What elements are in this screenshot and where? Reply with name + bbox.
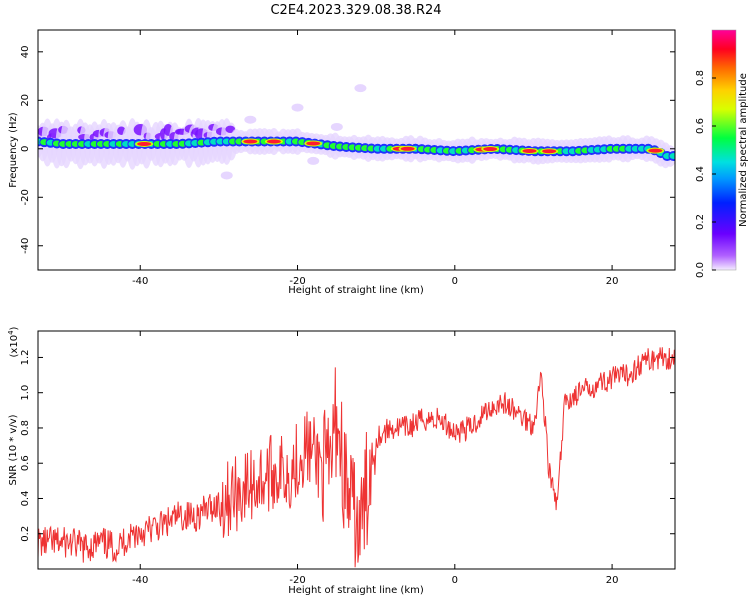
spectrogram-y-tick-label: 40 (20, 45, 31, 58)
snr-y-ticks: 0.2 0.4 0.6 0.8 1.0 1.2 (20, 349, 675, 542)
colorbar: 0.0 0.2 0.4 0.6 0.8 Normalized spectral ampl… (695, 29, 749, 278)
spectrogram-y-tick-label: 0 (20, 146, 31, 152)
spectrogram-panel: -40 -20 0 20 -40 -20 0 20 40 Height of straight… (8, 29, 676, 296)
snr-panel: -40 -20 0 20 0.2 0.4 0.6 0.8 1.0 1.2 Height of s… (7, 326, 676, 596)
heatmap-cell (483, 147, 498, 152)
heatmap-cell (244, 115, 257, 124)
heatmap-cell (354, 84, 367, 93)
snr-x-ticks: -40 -20 0 20 (132, 331, 618, 586)
spectrogram-x-tick-label: 20 (606, 276, 619, 287)
spectrogram-frame (37, 29, 676, 271)
snr-y-tick-label: 0.2 (20, 526, 31, 542)
snr-y-scale-suffix: ) (9, 326, 20, 330)
heatmap-cell (307, 156, 320, 165)
spectrogram-x-axis-label: Height of straight line (km) (288, 285, 424, 296)
snr-y-axis-label: SNR (10 * v/v) (8, 414, 19, 485)
heatmap-cell (400, 146, 415, 151)
spectrogram-x-ticks: -40 -20 0 20 (132, 30, 618, 287)
snr-y-scale-note: (x104) (7, 326, 20, 357)
colorbar-tick-label: 0.4 (695, 166, 706, 182)
colorbar-tick-label: 0.6 (695, 118, 706, 134)
colorbar-tick-label: 0.2 (695, 214, 706, 230)
snr-y-tick-label: 1.2 (20, 349, 31, 365)
spectrogram-x-tick-label: -40 (132, 276, 148, 287)
spectrogram-y-ticks: -40 -20 0 20 40 (20, 45, 675, 254)
colorbar-tick-label: 0.0 (695, 262, 706, 278)
snr-y-tick-label: 1.0 (20, 385, 31, 401)
spectrogram-x-tick-label: 0 (452, 276, 458, 287)
heatmap-cell (330, 122, 343, 131)
snr-frame (37, 330, 676, 570)
snr-y-tick-label: 0.6 (20, 455, 31, 471)
heatmap-cell (266, 139, 281, 144)
snr-x-tick-label: 20 (606, 575, 619, 586)
snr-series-line (38, 347, 675, 568)
snr-y-scale-prefix: (x10 (9, 335, 20, 358)
snr-y-tick-label: 0.8 (20, 420, 31, 436)
spectrogram-x-tick-label: -20 (289, 276, 305, 287)
heatmap-cell (137, 141, 152, 146)
snr-x-tick-label: -20 (289, 575, 305, 586)
colorbar-label: Normalized spectral amplitude (738, 73, 749, 227)
heatmap-cell (669, 153, 675, 160)
heatmap-cell (243, 139, 258, 144)
colorbar-gradient (711, 29, 737, 271)
snr-y-tick-label: 0.4 (20, 491, 31, 507)
spectrogram-y-tick-label: -40 (20, 238, 31, 254)
heatmap-cell (522, 148, 537, 153)
snr-x-tick-label: -40 (132, 575, 148, 586)
heatmap-cell (542, 149, 557, 154)
spectrogram-y-axis-label: Frequency (Hz) (8, 112, 19, 188)
heatmap-cell (220, 171, 233, 180)
colorbar-tick-label: 0.8 (695, 70, 706, 86)
figure-title: C2E4.2023.329.08.38.R24 (270, 3, 441, 18)
spectrogram-y-tick-label: -20 (20, 189, 31, 205)
spectrogram-y-tick-label: 20 (20, 94, 31, 107)
heatmap-cell (648, 148, 663, 153)
heatmap-cell (291, 103, 304, 112)
colorbar-ticks: 0.0 0.2 0.4 0.6 0.8 (695, 70, 716, 278)
snr-y-scale-exponent: 4 (7, 330, 15, 335)
spectral-amplitude-heatmap (38, 84, 675, 180)
snr-x-axis-label: Height of straight line (km) (288, 585, 424, 596)
heatmap-cell (225, 125, 236, 133)
heatmap-cell (306, 141, 321, 146)
snr-x-tick-label: 0 (452, 575, 458, 586)
